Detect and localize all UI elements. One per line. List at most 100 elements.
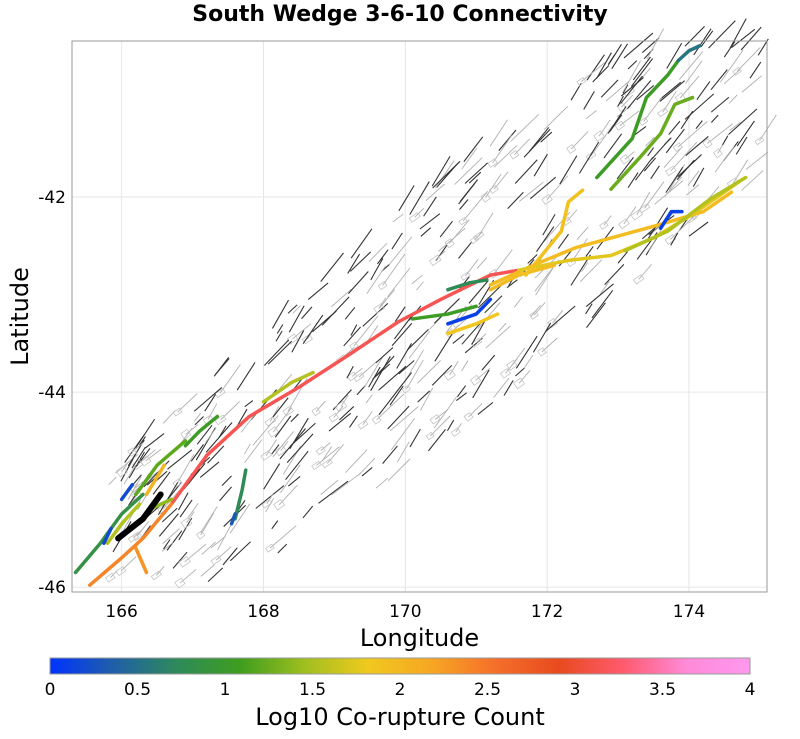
background-fault — [423, 196, 437, 217]
background-fault — [356, 385, 366, 396]
background-fault — [350, 228, 373, 259]
background-fault — [434, 409, 449, 420]
colorbar-tick-label: 2.5 — [474, 680, 501, 700]
background-fault — [210, 536, 226, 549]
fault-surface — [480, 192, 491, 203]
fault-surface — [172, 407, 183, 417]
background-fault — [331, 472, 362, 496]
background-fault — [599, 281, 610, 295]
series-fiordland-5 — [229, 512, 237, 526]
background-fault — [378, 365, 407, 391]
background-fault — [405, 359, 424, 390]
x-tick-label: 172 — [531, 602, 563, 622]
fault-surface — [371, 414, 382, 425]
background-fault — [205, 427, 217, 443]
fault-surface — [315, 446, 326, 456]
background-fault — [292, 305, 301, 314]
background-fault — [449, 360, 459, 376]
x-tick-label: 166 — [105, 602, 137, 622]
fault-surface — [512, 377, 526, 390]
background-fault — [591, 290, 614, 319]
background-fault — [279, 428, 306, 460]
background-fault — [425, 183, 445, 202]
background-fault — [627, 172, 639, 189]
background-fault — [252, 415, 279, 446]
background-fault — [433, 298, 460, 324]
background-fault — [382, 445, 398, 464]
background-fault — [685, 136, 709, 157]
fault-surface — [115, 565, 127, 577]
colorbar-label: Log10 Co-rupture Count — [255, 703, 545, 731]
source-fault — [115, 491, 164, 542]
background-fault — [729, 121, 741, 131]
background-fault — [179, 499, 193, 518]
background-fault — [668, 120, 681, 135]
background-fault — [611, 43, 629, 69]
background-fault — [493, 249, 513, 275]
fault-surface — [349, 341, 359, 351]
background-fault — [745, 151, 769, 170]
background-fault — [723, 69, 741, 85]
background-fault — [343, 326, 361, 347]
background-fault — [493, 145, 518, 168]
background-fault — [387, 405, 410, 430]
background-fault — [663, 146, 683, 169]
fault-surface — [499, 368, 512, 379]
background-fault — [700, 30, 714, 48]
fault-surface — [463, 412, 474, 422]
fault-surface — [401, 384, 411, 394]
fault-surface — [129, 483, 141, 494]
background-fault — [358, 360, 378, 378]
fault-surface — [702, 138, 713, 149]
series-fiordland-teal — [446, 278, 489, 292]
background-fault — [546, 175, 569, 200]
series-fiordland-1 — [261, 370, 315, 404]
fault-surface — [632, 274, 645, 285]
chart-title: South Wedge 3-6-10 Connectivity — [192, 2, 608, 27]
background-fault — [263, 463, 281, 490]
background-fault — [684, 25, 705, 47]
background-fault — [722, 135, 729, 146]
background-fault — [459, 199, 469, 210]
background-fault — [397, 441, 410, 463]
background-fault — [420, 227, 432, 237]
background-fault — [291, 330, 305, 353]
background-fault — [603, 133, 623, 159]
background-fault — [244, 443, 251, 455]
background-fault — [583, 91, 595, 110]
background-fault — [476, 257, 488, 269]
background-fault — [627, 80, 652, 109]
background-fault — [288, 476, 301, 487]
background-fault — [485, 325, 511, 349]
series-clarence-east — [623, 175, 748, 253]
background-fault — [124, 434, 145, 463]
fault-surface — [469, 374, 482, 386]
background-fault — [622, 60, 642, 92]
fault-surface — [618, 218, 630, 230]
background-fault — [433, 396, 457, 429]
fault-surface — [754, 136, 765, 146]
background-fault — [527, 254, 538, 264]
fault-surface — [664, 234, 677, 245]
series-coast-7 — [134, 546, 149, 575]
background-fault — [454, 157, 483, 185]
background-fault — [514, 296, 523, 308]
background-fault — [200, 506, 218, 533]
series-kaikoura-blue-2 — [658, 209, 684, 230]
fault-surface — [286, 333, 299, 345]
background-fault — [596, 52, 612, 79]
background-fault — [692, 167, 705, 187]
background-fault — [493, 377, 510, 398]
background-fault — [731, 28, 756, 49]
y-axis-label: Latitude — [6, 267, 34, 366]
series-alpine-south — [87, 502, 174, 587]
fault-surface — [265, 543, 275, 553]
background-fault — [543, 105, 569, 130]
background-fault — [340, 394, 349, 407]
background-fault — [370, 258, 384, 281]
background-fault — [684, 60, 703, 84]
background-fault — [580, 259, 603, 282]
background-fault — [128, 451, 145, 479]
fault-surface — [346, 371, 358, 382]
